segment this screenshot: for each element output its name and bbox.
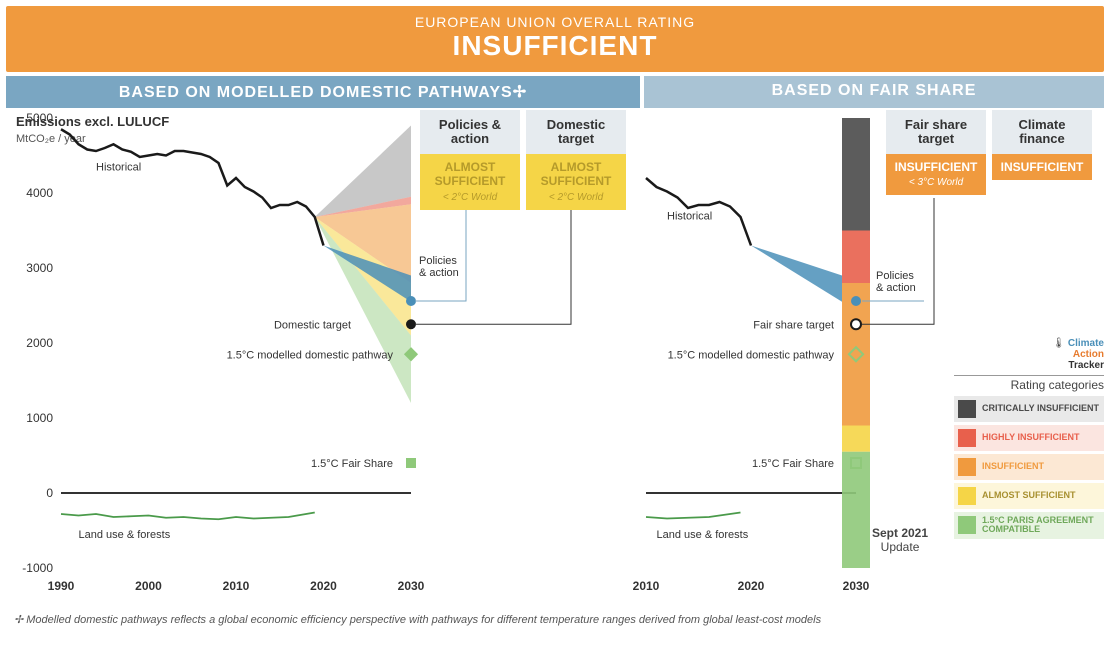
panel-header-right: BASED ON FAIR SHARE (644, 76, 1104, 108)
svg-text:2000: 2000 (26, 336, 53, 350)
legend: 🌡 Climate Action Tracker Rating categori… (954, 338, 1104, 542)
header-subtitle: EUROPEAN UNION OVERALL RATING (6, 14, 1104, 30)
rating-policies-title: Policies & action (420, 110, 520, 154)
svg-text:2010: 2010 (223, 579, 250, 593)
legend-item: ALMOST SUFFICIENT (954, 483, 1104, 509)
svg-text:2030: 2030 (398, 579, 425, 593)
svg-text:1.5°C modelled domestic pathwa: 1.5°C modelled domestic pathway (227, 349, 394, 361)
svg-text:& action: & action (876, 282, 916, 294)
svg-text:1.5°C Fair Share: 1.5°C Fair Share (752, 458, 834, 470)
svg-text:Policies: Policies (419, 255, 457, 267)
svg-text:2030: 2030 (843, 579, 870, 593)
rating-domestic-title: Domestic target (526, 110, 626, 154)
svg-text:Policies: Policies (876, 270, 914, 282)
svg-text:Fair share target: Fair share target (753, 319, 834, 331)
svg-text:Historical: Historical (667, 210, 712, 222)
rating-policies: Policies & action ALMOST SUFFICIENT< 2°C… (420, 110, 520, 210)
svg-text:1990: 1990 (48, 579, 75, 593)
svg-text:1.5°C Fair Share: 1.5°C Fair Share (311, 458, 393, 470)
svg-text:5000: 5000 (26, 111, 53, 125)
footnote: ✢ Modelled domestic pathways reflects a … (14, 613, 821, 626)
svg-text:1.5°C modelled domestic pathwa: 1.5°C modelled domestic pathway (668, 349, 835, 361)
svg-text:2020: 2020 (310, 579, 337, 593)
svg-text:Land use & forests: Land use & forests (657, 529, 749, 541)
legend-item: HIGHLY INSUFFICIENT (954, 425, 1104, 451)
panel-header-left: BASED ON MODELLED DOMESTIC PATHWAYS✢ (6, 76, 640, 108)
rating-policies-value: ALMOST SUFFICIENT< 2°C World (420, 154, 520, 210)
rating-finance: Climate finance INSUFFICIENT (992, 110, 1092, 180)
svg-text:Domestic target: Domestic target (274, 319, 351, 331)
rating-fairshare-title: Fair share target (886, 110, 986, 154)
svg-text:2000: 2000 (135, 579, 162, 593)
legend-item: CRITICALLY INSUFFICIENT (954, 396, 1104, 422)
rating-fairshare-value: INSUFFICIENT< 3°C World (886, 154, 986, 195)
svg-text:Land use & forests: Land use & forests (79, 529, 171, 541)
legend-item: INSUFFICIENT (954, 454, 1104, 480)
svg-text:3000: 3000 (26, 261, 53, 275)
svg-text:& action: & action (419, 267, 459, 279)
rating-domestic-value: ALMOST SUFFICIENT< 2°C World (526, 154, 626, 210)
svg-text:Historical: Historical (96, 162, 141, 174)
cat-logo: 🌡 Climate Action Tracker (954, 338, 1104, 371)
rating-domestic: Domestic target ALMOST SUFFICIENT< 2°C W… (526, 110, 626, 210)
svg-text:0: 0 (46, 486, 53, 500)
legend-item: 1.5°C PARIS AGREEMENT COMPATIBLE (954, 512, 1104, 539)
update-stamp: Sept 2021Update (872, 526, 928, 554)
chart-body: Emissions excl. LULUCFMtCO₂e / year-1000… (6, 108, 1104, 628)
legend-title: Rating categories (954, 375, 1104, 392)
svg-text:1000: 1000 (26, 411, 53, 425)
rating-finance-title: Climate finance (992, 110, 1092, 154)
header-title: INSUFFICIENT (6, 30, 1104, 62)
svg-text:2010: 2010 (633, 579, 660, 593)
rating-fairshare: Fair share target INSUFFICIENT< 3°C Worl… (886, 110, 986, 195)
svg-text:2020: 2020 (738, 579, 765, 593)
svg-text:MtCO₂e / year: MtCO₂e / year (16, 133, 86, 145)
svg-text:-1000: -1000 (22, 561, 53, 575)
svg-text:4000: 4000 (26, 186, 53, 200)
rating-finance-value: INSUFFICIENT (992, 154, 1092, 180)
header-banner: EUROPEAN UNION OVERALL RATING INSUFFICIE… (6, 6, 1104, 72)
